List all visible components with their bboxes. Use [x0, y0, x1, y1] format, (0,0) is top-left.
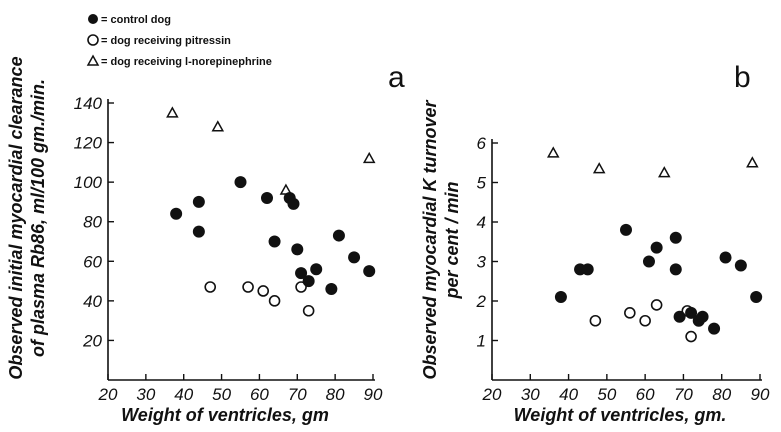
axes-b: 20 30 40 50 60 70 80 90 1 2 3 4 5 6 [476, 134, 770, 404]
x-tick-label-a: 30 [136, 385, 155, 404]
point-norepinephrine-b [746, 156, 759, 168]
y-tick-label-b: 3 [477, 253, 487, 272]
point-control-a [287, 197, 300, 210]
point-pitressin-a [257, 285, 270, 297]
y-tick-label-a: 100 [74, 173, 103, 192]
y-axis-label-a-line1: Observed initial myocardial clearance [6, 56, 26, 379]
x-tick-label-a: 70 [288, 385, 307, 404]
point-control-a [310, 263, 323, 276]
point-control-a [348, 251, 361, 264]
point-control-b [708, 322, 721, 335]
point-pitressin-b [681, 305, 694, 317]
panel-letter-b: b [734, 61, 751, 94]
y-tick-label-a: 80 [83, 213, 102, 232]
point-pitressin-b [650, 299, 663, 311]
data-points-a [166, 106, 376, 317]
legend-marker-control [88, 14, 98, 24]
point-control-a [291, 243, 304, 256]
y-tick-label-b: 2 [476, 292, 487, 311]
x-tick-label-a: 40 [174, 385, 193, 404]
chart-panel-b: b 20 30 40 50 60 70 80 90 1 2 3 4 5 6 Weight of ventr… [420, 61, 770, 425]
point-control-b [650, 241, 663, 254]
point-control-b [750, 291, 763, 304]
point-pitressin-b [589, 314, 602, 327]
point-norepinephrine-b [592, 162, 606, 174]
point-control-a [170, 207, 183, 220]
point-control-a [261, 191, 273, 204]
x-tick-label-b: 80 [712, 385, 731, 404]
point-pitressin-b [624, 307, 636, 319]
x-tick-label-a: 60 [250, 385, 269, 404]
x-tick-label-a: 50 [212, 385, 231, 404]
x-tick-label-b: 20 [482, 385, 502, 404]
point-pitressin-a [204, 281, 217, 293]
point-norepinephrine-a [362, 151, 376, 164]
y-axis-label-a-line2: of plasma Rb86, ml/100 gm./min. [28, 79, 48, 357]
point-norepinephrine-b [546, 146, 560, 158]
x-tick-label-b: 90 [751, 385, 770, 404]
point-control-a [325, 282, 338, 295]
x-tick-label-b: 50 [597, 385, 616, 404]
panel-letter-a: a [388, 61, 405, 94]
point-control-b [673, 310, 686, 323]
point-control-a [234, 176, 247, 189]
y-tick-label-a: 140 [74, 94, 103, 113]
point-norepinephrine-b [658, 166, 671, 178]
point-control-a [192, 225, 205, 238]
x-tick-label-b: 30 [521, 385, 540, 404]
point-pitressin-a [268, 295, 281, 307]
legend-label-norepinephrine: = dog receiving l-norepinephrine [101, 56, 272, 68]
point-norepinephrine-a [279, 183, 293, 195]
point-control-a [302, 275, 315, 288]
y-axis-label-b-line2: per cent / min [442, 181, 462, 299]
x-tick-label-b: 60 [636, 385, 655, 404]
point-control-b [554, 291, 567, 304]
legend-label-control: = control dog [101, 14, 171, 26]
point-control-a [192, 195, 205, 208]
x-tick-label-a: 20 [98, 385, 118, 404]
point-control-a [363, 265, 376, 278]
y-tick-label-a: 60 [83, 252, 102, 271]
x-tick-label-b: 40 [559, 385, 578, 404]
y-axis-label-b-line1: Observed myocardial K turnover [420, 99, 440, 379]
x-axis-label-a: Weight of ventricles, gm [121, 405, 329, 425]
point-control-b [734, 259, 747, 272]
y-tick-label-b: 1 [477, 332, 486, 351]
point-control-b [581, 263, 594, 276]
point-norepinephrine-a [211, 120, 225, 132]
point-control-a [268, 235, 281, 248]
legend-label-pitressin: = dog receiving pitressin [101, 35, 231, 47]
point-control-b [696, 310, 709, 323]
legend: = control dog = dog receiving pitressin … [86, 14, 272, 68]
point-pitressin-b [685, 330, 697, 343]
x-tick-label-a: 80 [326, 385, 345, 404]
point-control-b [642, 255, 655, 268]
point-control-b [620, 223, 632, 236]
data-points-b [546, 146, 763, 343]
point-control-a [295, 267, 308, 280]
point-control-b [719, 251, 732, 264]
x-tick-label-b: 70 [674, 385, 693, 404]
chart-panel-a: a 20 30 40 50 60 70 80 90 20 40 60 80 100 120 140 Weig… [6, 56, 405, 425]
y-tick-label-b: 5 [477, 174, 487, 193]
point-norepinephrine-a [166, 106, 179, 118]
x-tick-label-a: 90 [364, 385, 383, 404]
y-tick-label-b: 4 [477, 213, 486, 232]
point-control-b [669, 263, 682, 276]
y-tick-label-b: 6 [477, 134, 487, 153]
legend-marker-pitressin [87, 34, 99, 46]
y-tick-label-a: 120 [74, 134, 103, 153]
point-pitressin-a [295, 281, 307, 293]
point-pitressin-a [242, 281, 254, 293]
y-tick-label-a: 20 [82, 331, 102, 350]
axes-a: 20 30 40 50 60 70 80 90 20 40 60 80 100 120 140 [74, 94, 383, 404]
point-pitressin-b [639, 314, 651, 327]
point-control-a [332, 229, 345, 242]
legend-marker-norepinephrine [86, 54, 100, 66]
x-axis-label-b: Weight of ventricles, gm. [514, 405, 727, 425]
point-control-b [669, 231, 682, 244]
point-pitressin-a [302, 304, 315, 317]
y-tick-label-a: 40 [83, 292, 102, 311]
